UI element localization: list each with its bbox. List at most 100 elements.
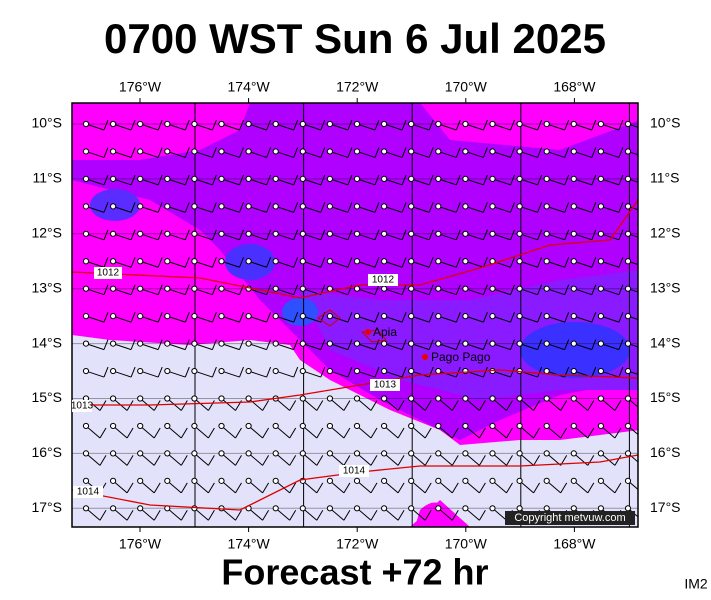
barb-station [82, 230, 90, 237]
barb-station [353, 285, 361, 292]
barb-station [570, 120, 577, 128]
barb-feather [266, 229, 272, 240]
barb-station [164, 477, 171, 484]
barb-feather [103, 119, 109, 131]
barb-shaft [275, 260, 294, 268]
barb-shaft [275, 288, 294, 296]
barb-shaft [221, 233, 240, 241]
barb-shaft [85, 260, 105, 268]
barb-station [570, 230, 577, 237]
barb-feather [591, 284, 597, 295]
barb-shaft [85, 343, 105, 351]
isobar-label: 1014 [77, 487, 100, 498]
barb-feather [316, 427, 324, 439]
barb-feather [374, 311, 380, 323]
barb-feather [482, 174, 488, 186]
barb-shaft [248, 123, 267, 131]
barb-station [353, 230, 361, 237]
barb-station [624, 258, 632, 265]
barb-station [543, 148, 550, 155]
barb-station [624, 120, 632, 128]
barb-feather [510, 119, 515, 131]
barb-feather [614, 427, 622, 439]
barb-feather [587, 482, 595, 494]
barb-station [624, 285, 632, 292]
barb-shaft [167, 233, 186, 241]
barb-shaft [465, 315, 484, 323]
barb-shaft [194, 315, 213, 323]
barb-feather [428, 147, 434, 158]
barb-shaft [194, 233, 213, 241]
barb-station [408, 313, 415, 320]
barb-feather [533, 482, 541, 494]
barb-feather [266, 366, 272, 378]
barb-station [435, 450, 442, 457]
barb-station [489, 148, 496, 155]
barb-station [326, 313, 333, 320]
barb-feather [370, 400, 378, 411]
barb-shaft [140, 205, 159, 213]
barb-feather [428, 257, 434, 268]
barb-feather [478, 455, 486, 466]
barb-station [272, 313, 279, 320]
barb-feather [428, 311, 434, 323]
barb-shaft [492, 150, 511, 158]
barb-shaft [221, 123, 240, 131]
barb-shaft [112, 260, 132, 268]
barb-feather [560, 482, 568, 494]
barb-station [570, 203, 577, 210]
barb-feather [374, 366, 380, 378]
barb-feather [207, 400, 215, 411]
barb-shaft [383, 178, 403, 186]
barb-feather [618, 366, 624, 378]
barb-feather [374, 229, 380, 240]
barb-feather [130, 202, 136, 213]
isobar-label: 1012 [372, 275, 395, 286]
barb-station [489, 422, 496, 430]
lat-label: 11°S [33, 170, 62, 186]
barb-feather [618, 339, 624, 350]
barb-shaft [248, 343, 267, 351]
barb-feather [235, 510, 242, 521]
barb-feather [130, 147, 136, 158]
barb-station [218, 230, 225, 237]
barb-station [191, 285, 198, 292]
barb-shaft [519, 260, 538, 268]
barb-feather [374, 202, 380, 213]
barb-feather [320, 229, 326, 240]
barb-feather [157, 147, 163, 158]
barb-shaft [492, 343, 511, 351]
barb-feather [506, 455, 513, 466]
barb-station [381, 120, 388, 128]
barb-shaft [600, 343, 620, 351]
barb-shaft [383, 123, 403, 131]
barb-shaft [627, 123, 638, 128]
barb-station [299, 120, 306, 128]
barb-feather [564, 174, 570, 186]
isobar-line [72, 199, 638, 299]
barb-feather [455, 339, 461, 350]
barb-feather [184, 202, 190, 213]
barb-shaft [275, 150, 294, 158]
barb-shaft [519, 315, 538, 323]
barb-shaft [329, 370, 349, 378]
field-blue [520, 322, 630, 378]
barb-shaft [194, 123, 213, 131]
barb-feather [239, 366, 244, 378]
barb-station [299, 367, 306, 375]
barb-station [462, 285, 469, 292]
barb-station [218, 120, 225, 128]
barb-shaft [140, 123, 159, 131]
barb-feather [537, 284, 543, 295]
barb-station [408, 203, 415, 210]
barb-feather [347, 147, 353, 158]
barb-station [245, 175, 252, 182]
barb-shaft [546, 178, 565, 186]
barb-shaft [383, 343, 403, 351]
barb-station [137, 258, 144, 265]
barb-feather [614, 482, 622, 494]
barb-feather [506, 482, 513, 494]
barb-feather [537, 119, 543, 131]
barb-station [489, 230, 496, 237]
barb-feather [591, 257, 597, 268]
